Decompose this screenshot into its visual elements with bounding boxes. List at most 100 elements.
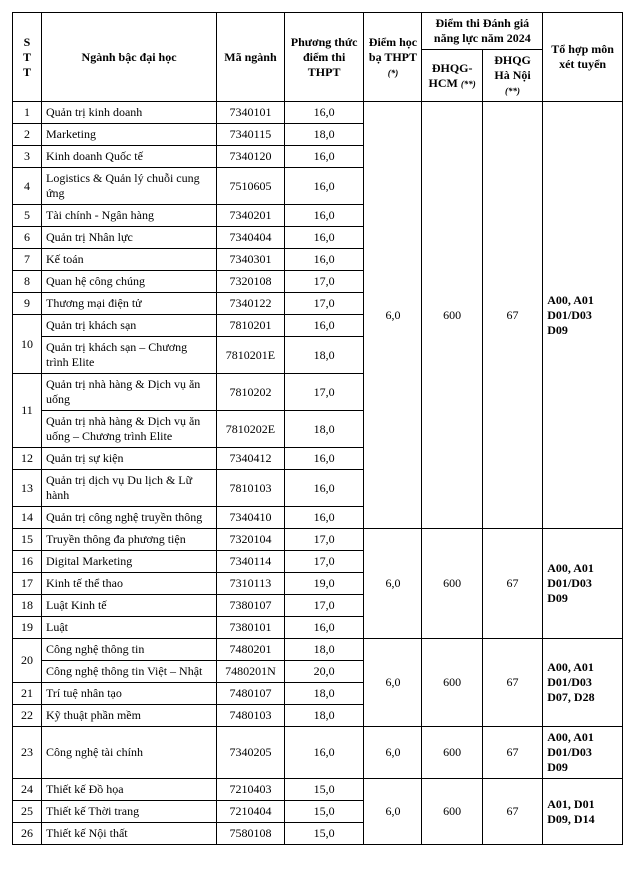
cell-thpt-score: 20,0 — [284, 661, 364, 683]
cell-name: Quản trị công nghệ truyền thông — [41, 507, 216, 529]
cell-name: Trí tuệ nhân tạo — [41, 683, 216, 705]
cell-thpt-score: 16,0 — [284, 470, 364, 507]
cell-thpt-score: 16,0 — [284, 617, 364, 639]
table-body: 1Quản trị kinh doanh734010116,06,060067A… — [13, 102, 623, 845]
col-combo: Tổ hợp môn xét tuyển — [543, 13, 623, 102]
cell-hocba: 6,0 — [364, 779, 422, 845]
cell-stt: 1 — [13, 102, 42, 124]
cell-dhqg-hcm: 600 — [422, 639, 482, 727]
cell-name: Quản trị kinh doanh — [41, 102, 216, 124]
cell-hocba: 6,0 — [364, 727, 422, 779]
cell-code: 7340114 — [217, 551, 285, 573]
admission-table: S T T Ngành bậc đại học Mã ngành Phương … — [12, 12, 623, 845]
cell-thpt-score: 18,0 — [284, 337, 364, 374]
cell-code: 7340201 — [217, 205, 285, 227]
cell-stt: 19 — [13, 617, 42, 639]
cell-thpt-score: 18,0 — [284, 705, 364, 727]
cell-name: Thiết kế Thời trang — [41, 801, 216, 823]
cell-name: Quan hệ công chúng — [41, 271, 216, 293]
cell-thpt-score: 19,0 — [284, 573, 364, 595]
cell-dhqg-hn: 67 — [482, 639, 542, 727]
cell-name: Luật — [41, 617, 216, 639]
cell-name: Quản trị Nhân lực — [41, 227, 216, 249]
cell-stt: 14 — [13, 507, 42, 529]
cell-code: 7810201 — [217, 315, 285, 337]
cell-stt: 3 — [13, 146, 42, 168]
cell-name: Công nghệ thông tin Việt – Nhật — [41, 661, 216, 683]
cell-code: 7340404 — [217, 227, 285, 249]
table-row: 20Công nghệ thông tin748020118,06,060067… — [13, 639, 623, 661]
cell-name: Luật Kinh tế — [41, 595, 216, 617]
cell-name: Marketing — [41, 124, 216, 146]
cell-hocba: 6,0 — [364, 639, 422, 727]
cell-stt: 2 — [13, 124, 42, 146]
cell-dhqg-hcm: 600 — [422, 779, 482, 845]
cell-combo: A00, A01 D01/D03 D07, D28 — [543, 639, 623, 727]
cell-stt: 7 — [13, 249, 42, 271]
col-dhqg-hcm: ĐHQG-HCM (**) — [422, 50, 482, 102]
cell-combo: A01, D01 D09, D14 — [543, 779, 623, 845]
cell-name: Truyền thông đa phương tiện — [41, 529, 216, 551]
cell-code: 7340120 — [217, 146, 285, 168]
cell-thpt-score: 15,0 — [284, 779, 364, 801]
cell-name: Công nghệ tài chính — [41, 727, 216, 779]
table-row: 23Công nghệ tài chính734020516,06,060067… — [13, 727, 623, 779]
cell-stt: 8 — [13, 271, 42, 293]
cell-stt: 21 — [13, 683, 42, 705]
cell-code: 7340122 — [217, 293, 285, 315]
table-row: 15Truyền thông đa phương tiện732010417,0… — [13, 529, 623, 551]
table-row: 1Quản trị kinh doanh734010116,06,060067A… — [13, 102, 623, 124]
cell-dhqg-hn: 67 — [482, 727, 542, 779]
cell-thpt-score: 18,0 — [284, 639, 364, 661]
col-dhqg-hn-note: (**) — [505, 86, 520, 96]
cell-name: Quản trị sự kiện — [41, 448, 216, 470]
cell-name: Digital Marketing — [41, 551, 216, 573]
cell-code: 7480107 — [217, 683, 285, 705]
cell-dhqg-hcm: 600 — [422, 529, 482, 639]
col-thpt: Phương thức điểm thi THPT — [284, 13, 364, 102]
cell-name: Thương mại điện tử — [41, 293, 216, 315]
cell-hocba: 6,0 — [364, 529, 422, 639]
cell-stt: 18 — [13, 595, 42, 617]
cell-code: 7810201E — [217, 337, 285, 374]
cell-name: Thiết kế Nội thất — [41, 823, 216, 845]
cell-code: 7810103 — [217, 470, 285, 507]
cell-name: Quản trị nhà hàng & Dịch vụ ăn uống — [41, 374, 216, 411]
cell-thpt-score: 18,0 — [284, 683, 364, 705]
cell-name: Kỹ thuật phần mềm — [41, 705, 216, 727]
cell-thpt-score: 17,0 — [284, 551, 364, 573]
cell-code: 7810202 — [217, 374, 285, 411]
cell-thpt-score: 16,0 — [284, 146, 364, 168]
cell-code: 7340412 — [217, 448, 285, 470]
cell-dhqg-hcm: 600 — [422, 727, 482, 779]
cell-thpt-score: 17,0 — [284, 529, 364, 551]
cell-code: 7210404 — [217, 801, 285, 823]
cell-thpt-score: 16,0 — [284, 249, 364, 271]
cell-name: Logistics & Quản lý chuỗi cung ứng — [41, 168, 216, 205]
cell-stt: 20 — [13, 639, 42, 683]
cell-code: 7340301 — [217, 249, 285, 271]
cell-thpt-score: 16,0 — [284, 448, 364, 470]
cell-code: 7480103 — [217, 705, 285, 727]
cell-combo: A00, A01 D01/D03 D09 — [543, 529, 623, 639]
cell-name: Quản trị khách sạn – Chương trình Elite — [41, 337, 216, 374]
cell-combo: A00, A01 D01/D03 D09 — [543, 102, 623, 529]
cell-stt: 25 — [13, 801, 42, 823]
table-header: S T T Ngành bậc đại học Mã ngành Phương … — [13, 13, 623, 102]
col-dhgnl: Điểm thi Đánh giá năng lực năm 2024 — [422, 13, 543, 50]
cell-thpt-score: 15,0 — [284, 823, 364, 845]
cell-thpt-score: 16,0 — [284, 205, 364, 227]
cell-stt: 26 — [13, 823, 42, 845]
cell-dhqg-hcm: 600 — [422, 102, 482, 529]
cell-code: 7310113 — [217, 573, 285, 595]
cell-thpt-score: 18,0 — [284, 124, 364, 146]
cell-stt: 15 — [13, 529, 42, 551]
cell-stt: 13 — [13, 470, 42, 507]
col-hocba-label: Điểm học bạ THPT — [369, 35, 417, 64]
cell-stt: 6 — [13, 227, 42, 249]
col-hocba: Điểm học bạ THPT (*) — [364, 13, 422, 102]
cell-name: Quản trị nhà hàng & Dịch vụ ăn uống – Ch… — [41, 411, 216, 448]
cell-thpt-score: 16,0 — [284, 315, 364, 337]
cell-name: Quản trị dịch vụ Du lịch & Lữ hành — [41, 470, 216, 507]
cell-hocba: 6,0 — [364, 102, 422, 529]
